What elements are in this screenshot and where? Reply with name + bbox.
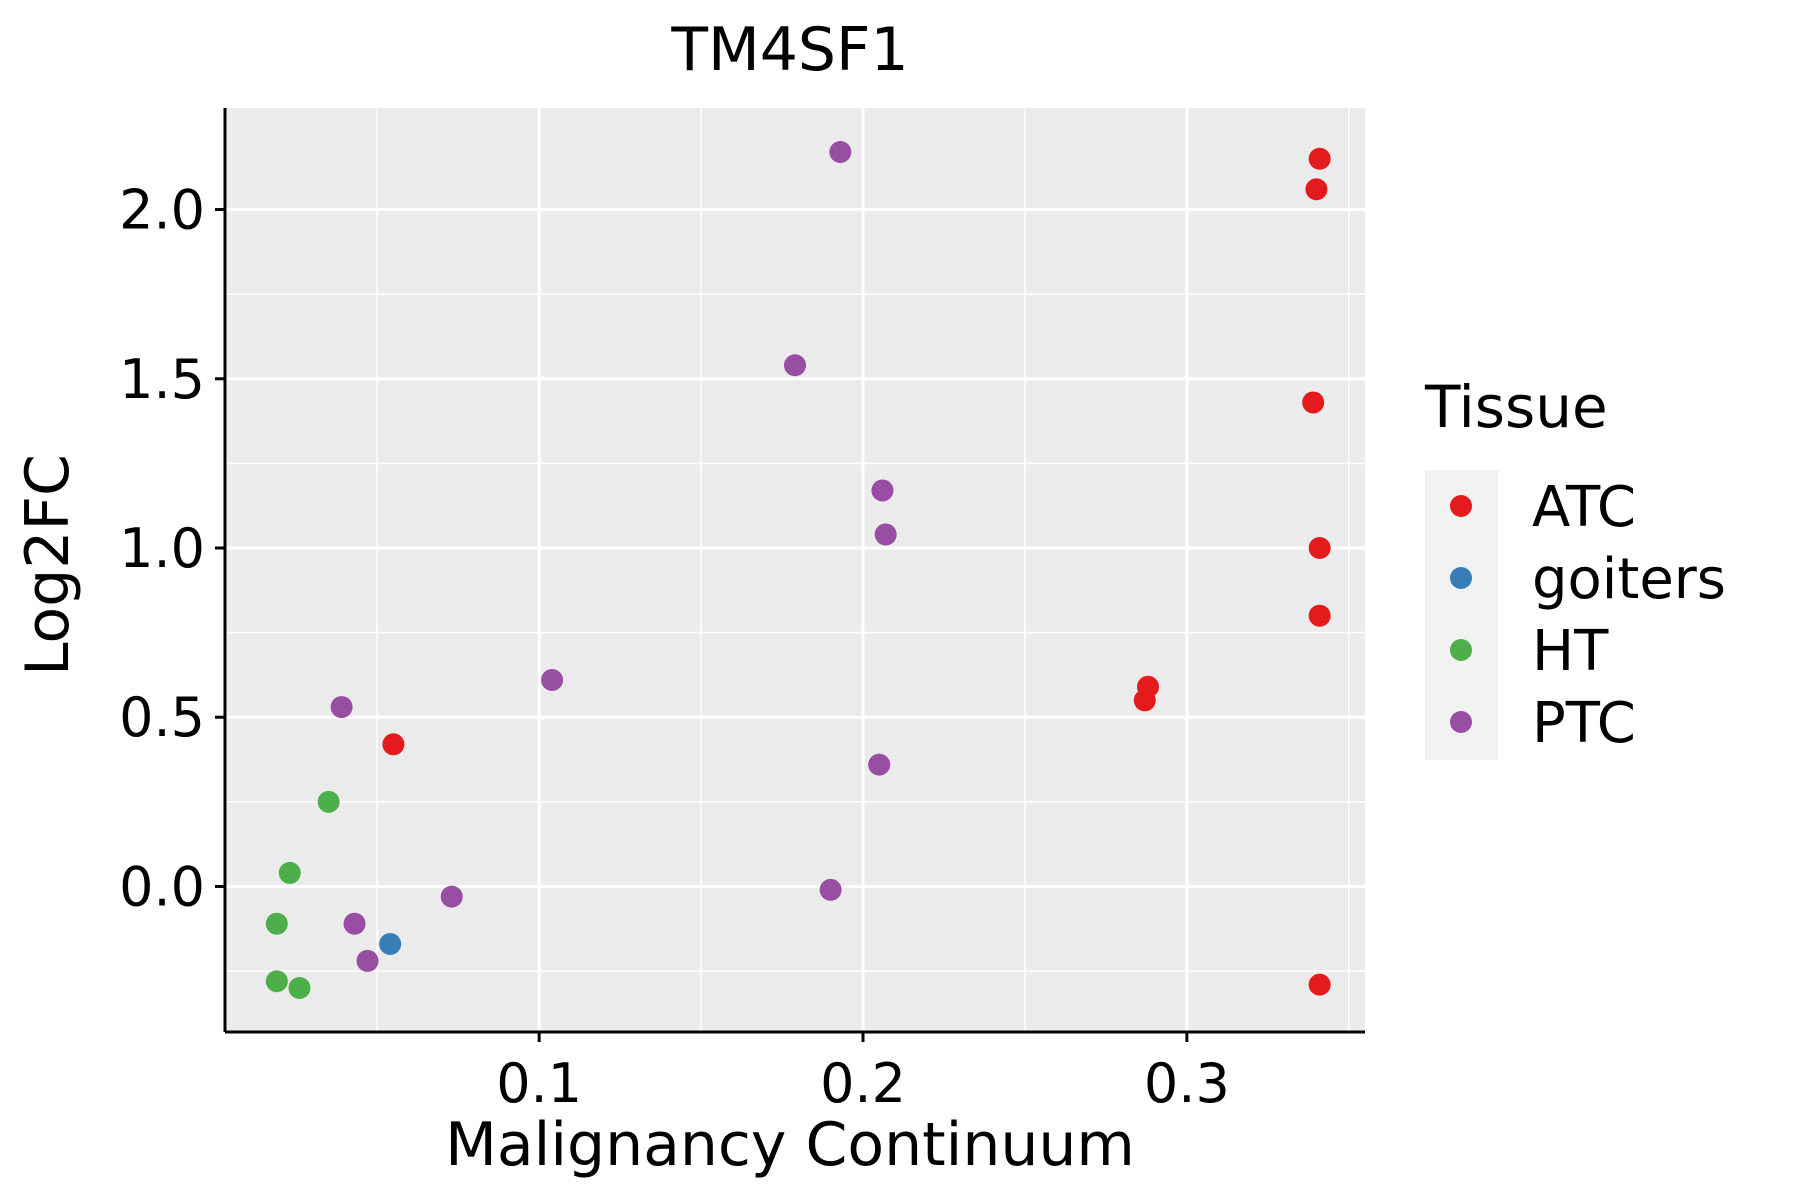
y-tick-label: 2.0 xyxy=(119,179,205,242)
legend-title: Tissue xyxy=(1424,373,1608,441)
axes xyxy=(223,108,1365,1034)
data-points xyxy=(265,141,1331,999)
data-point-atc xyxy=(1308,147,1331,170)
data-point-atc xyxy=(382,733,405,756)
legend-label-ptc: PTC xyxy=(1532,691,1636,756)
y-tick-label: 1.5 xyxy=(119,348,205,411)
legend-items: ATC goiters HT PTC xyxy=(1450,475,1726,756)
data-point-atc xyxy=(1133,689,1156,712)
legend-key-goiters xyxy=(1450,567,1472,589)
data-point-ptc xyxy=(356,949,379,972)
data-point-ht xyxy=(278,861,301,884)
major-gridlines xyxy=(225,108,1365,1032)
data-point-atc xyxy=(1308,537,1331,559)
legend: Tissue ATC goiters HT PTC xyxy=(1424,373,1726,760)
plot-panel xyxy=(225,108,1365,1032)
x-axis-title: Malignancy Continuum xyxy=(445,1110,1135,1180)
data-point-ptc xyxy=(868,753,891,776)
legend-key-ptc xyxy=(1450,711,1472,733)
data-point-ptc xyxy=(874,523,897,546)
data-point-atc xyxy=(1308,604,1331,627)
data-point-atc xyxy=(1302,391,1325,414)
legend-key-ht xyxy=(1450,639,1472,661)
legend-key-atc xyxy=(1450,495,1472,517)
data-point-ptc xyxy=(871,479,894,502)
data-point-ptc xyxy=(330,696,353,719)
y-tick-label: 1.0 xyxy=(119,517,205,580)
data-point-ptc xyxy=(440,885,463,908)
data-point-ht xyxy=(317,790,340,813)
data-point-ptc xyxy=(784,354,806,377)
y-axis-title: Log2FC xyxy=(13,454,83,676)
data-point-ht xyxy=(265,912,288,935)
data-point-atc xyxy=(1305,178,1328,201)
minor-gridlines xyxy=(225,108,1365,1032)
x-axis-ticks: 0.1 0.2 0.3 xyxy=(496,1032,1230,1115)
data-point-ptc xyxy=(829,141,852,163)
data-point-ptc xyxy=(541,669,564,691)
data-point-goiters xyxy=(379,933,402,955)
x-tick-label: 0.1 xyxy=(496,1052,582,1115)
legend-label-atc: ATC xyxy=(1532,475,1636,540)
data-point-atc xyxy=(1308,973,1331,996)
data-point-ptc xyxy=(343,912,366,935)
y-tick-label: 0.0 xyxy=(119,855,205,918)
x-tick-label: 0.2 xyxy=(820,1052,906,1115)
legend-label-ht: HT xyxy=(1532,619,1609,684)
legend-label-goiters: goiters xyxy=(1532,547,1726,612)
x-tick-label: 0.3 xyxy=(1144,1052,1230,1115)
y-tick-label: 0.5 xyxy=(119,686,205,749)
y-axis-ticks: 0.0 0.5 1.0 1.5 2.0 xyxy=(119,179,225,918)
data-point-ht xyxy=(288,977,311,999)
data-point-ptc xyxy=(819,878,842,901)
data-point-ht xyxy=(265,970,288,993)
chart-title: TM4SF1 xyxy=(670,15,908,85)
